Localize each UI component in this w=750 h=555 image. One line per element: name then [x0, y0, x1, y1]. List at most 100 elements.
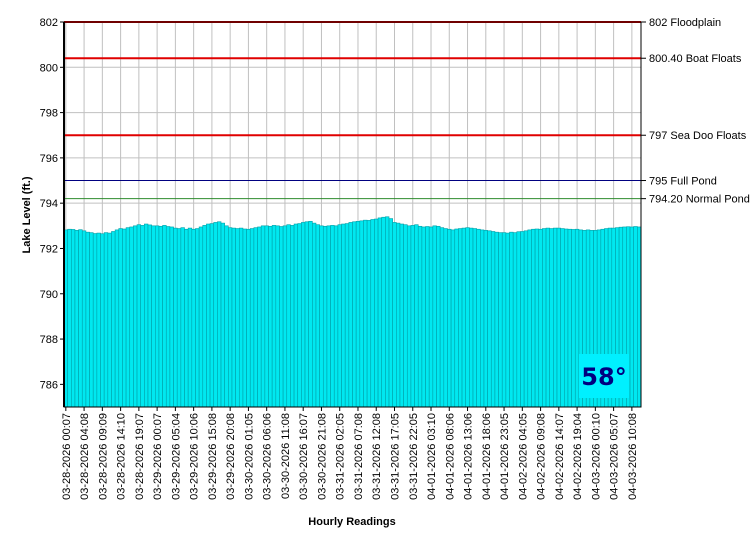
bar — [476, 228, 481, 408]
bar — [436, 225, 441, 408]
bar — [319, 225, 324, 408]
bar — [89, 232, 94, 408]
bar — [133, 225, 138, 408]
bar — [465, 227, 470, 408]
bar — [501, 232, 507, 408]
bar — [275, 225, 280, 408]
bar — [198, 226, 204, 408]
x-tick-label: 04-01-2026 03:10 — [426, 413, 438, 500]
y-tick-label: 794 — [40, 198, 58, 210]
bar — [520, 231, 525, 408]
temperature: 58° — [581, 363, 626, 391]
bar — [377, 217, 383, 408]
bar — [421, 226, 426, 408]
temperature-badge — [579, 354, 629, 398]
bar — [282, 225, 288, 408]
bar — [505, 232, 510, 408]
bar — [370, 219, 375, 408]
bar — [472, 228, 477, 408]
bar — [428, 226, 434, 408]
bar — [341, 223, 346, 408]
bar — [268, 225, 273, 408]
bar — [483, 230, 488, 408]
bar — [140, 225, 145, 408]
bar — [301, 222, 306, 408]
bar — [381, 216, 386, 408]
bar — [96, 232, 101, 408]
bar — [213, 222, 218, 408]
bar — [125, 227, 131, 408]
bar — [195, 228, 200, 408]
x-tick-label: 03-30-2026 01:05 — [243, 413, 255, 500]
bar — [633, 226, 638, 408]
x-tick-label: 04-03-2026 10:08 — [627, 413, 639, 500]
bar — [450, 229, 456, 408]
bar — [344, 223, 350, 408]
bar — [490, 231, 496, 408]
bar — [516, 231, 521, 408]
bar — [71, 229, 76, 408]
bar — [67, 228, 72, 408]
x-tick-label: 04-01-2026 13:06 — [463, 413, 475, 500]
x-tick-label: 03-31-2026 02:05 — [335, 413, 347, 500]
bar — [534, 228, 540, 408]
x-tick-label: 04-02-2026 14:07 — [554, 413, 566, 500]
bar — [363, 219, 368, 408]
reference-label: 794.20 Normal Pond — [649, 194, 750, 206]
bar — [527, 229, 532, 408]
bar — [158, 225, 163, 408]
bar — [545, 227, 551, 408]
bar — [78, 229, 83, 408]
x-tick-label: 04-01-2026 23:05 — [499, 413, 511, 500]
bar — [469, 227, 474, 408]
bar — [388, 218, 393, 408]
bar — [406, 225, 412, 408]
bar — [538, 228, 543, 408]
bar — [542, 228, 547, 408]
x-tick-label: 03-28-2026 00:07 — [61, 413, 73, 500]
bar — [359, 220, 364, 408]
x-tick-label: 03-28-2026 04:08 — [79, 413, 91, 500]
x-tick-label: 04-03-2026 00:10 — [590, 413, 602, 500]
bar — [556, 227, 561, 408]
bar — [238, 227, 244, 408]
bar — [249, 228, 255, 408]
bar — [355, 220, 361, 408]
bar — [326, 225, 331, 408]
bar — [571, 229, 576, 408]
y-tick-label: 796 — [40, 153, 58, 165]
x-tick-label: 03-29-2026 10:06 — [189, 413, 201, 500]
bar — [494, 231, 499, 408]
bar — [509, 231, 514, 408]
bar — [512, 232, 518, 408]
bar — [176, 228, 182, 408]
bar — [286, 224, 291, 408]
bar — [209, 223, 215, 408]
bar — [304, 221, 309, 408]
x-tick-label: 04-01-2026 08:06 — [444, 413, 456, 500]
bar — [312, 222, 317, 408]
bar — [333, 225, 339, 408]
bar — [169, 226, 174, 408]
reference-label: 795 Full Pond — [649, 176, 717, 188]
bar — [235, 228, 240, 408]
labels: 786 788 790 792 794 796 798 800 802 03-28-2026 00… — [40, 17, 642, 500]
bar — [290, 225, 295, 408]
bar — [220, 222, 225, 408]
bar — [487, 230, 492, 408]
bar — [191, 228, 196, 408]
x-tick-label: 03-29-2026 15:08 — [207, 413, 219, 500]
y-tick-label: 802 — [40, 17, 58, 29]
bar — [271, 225, 277, 408]
y-tick-label: 798 — [40, 108, 58, 120]
bar — [107, 232, 112, 408]
bar — [92, 233, 98, 408]
bar — [114, 229, 120, 408]
bar — [144, 223, 149, 408]
bar — [458, 228, 463, 408]
x-tick-label: 03-31-2026 17:05 — [389, 413, 401, 500]
bar — [103, 232, 109, 408]
bar — [100, 233, 105, 408]
bar — [560, 228, 565, 408]
bar — [366, 220, 372, 408]
